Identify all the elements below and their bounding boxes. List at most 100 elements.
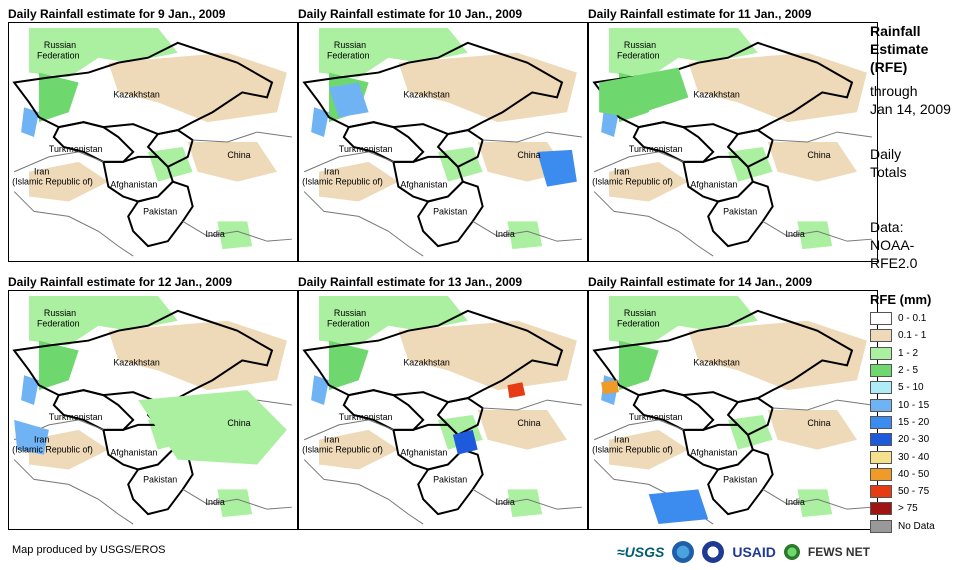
label-pakistan: Pakistan [723,206,757,216]
label-iran: Iran [614,167,629,177]
label-afghanistan: Afghanistan [400,448,447,458]
legend-title: RFE (mm) [870,292,932,307]
legend-label: 50 - 75 [898,486,930,498]
map-credit: Map produced by USGS/EROS [12,544,166,556]
legend-row: 10 - 15 [870,396,965,413]
legend-swatch [870,364,892,378]
label-iran: Iran [614,435,629,445]
legend-row: 1 - 2 [870,345,965,362]
panel-jan-10: Daily Rainfall estimate for 10 Jan., 200… [298,6,588,262]
label-russia-2: Federation [327,51,370,61]
fews-net-logo: FEWS NET [807,545,870,559]
label-india: India [496,497,515,507]
label-iran-2: (Islamic Republic of) [592,177,673,187]
label-kazakhstan: Kazakhstan [693,89,740,99]
label-russia-2: Federation [327,319,370,329]
legend-row: > 75 [870,500,965,517]
panel-title: Daily Rainfall estimate for 12 Jan., 200… [8,275,233,289]
label-kazakhstan: Kazakhstan [403,89,450,99]
label-russia-2: Federation [617,51,660,61]
rainfall-map-jan-11: Russian Federation Kazakhstan Turkmenist… [588,22,878,262]
legend-label: 30 - 40 [898,451,930,463]
legend-row: No Data [870,518,965,535]
legend-row: 40 - 50 [870,466,965,483]
seal-logo-icon [702,541,725,563]
usgs-logo: ≈USGS [617,544,665,560]
label-china: China [517,150,540,160]
label-iran: Iran [34,167,49,177]
label-india: India [496,229,515,239]
sidebar-line-5: Jan 14, 2009 [870,101,951,117]
label-kazakhstan: Kazakhstan [693,357,740,367]
panel-jan-14: Daily Rainfall estimate for 14 Jan., 200… [588,274,878,530]
sidebar-line-10: RFE2.0 [870,255,918,271]
label-iran-2: (Islamic Republic of) [592,445,673,455]
label-iran: Iran [34,435,49,445]
label-iran-2: (Islamic Republic of) [302,177,383,187]
panel-title: Daily Rainfall estimate for 9 Jan., 2009 [8,7,226,21]
noaa-logo-icon [672,541,695,563]
rainfall-map-jan-9: Russian Federation Kazakhstan Turkmenist… [8,22,298,262]
label-pakistan: Pakistan [143,206,177,216]
label-pakistan: Pakistan [723,474,757,484]
label-china: China [517,418,540,428]
label-india: India [206,497,225,507]
legend-swatch [870,312,892,326]
label-russia-2: Federation [617,319,660,329]
legend-swatch [870,485,892,499]
label-iran: Iran [324,435,339,445]
legend-swatch [870,502,892,516]
rainfall-map-jan-14: Russian Federation Kazakhstan Turkmenist… [588,290,878,530]
legend-rows: 0 - 0.1 0.1 - 1 1 - 2 2 - 5 5 - 10 10 - 15 15 … [870,310,965,535]
sidebar-line-6: Daily [870,146,902,162]
label-pakistan: Pakistan [433,206,467,216]
sidebar-data-source: Data: NOAA- RFE2.0 [870,218,917,272]
label-russia: Russian [44,40,76,50]
legend-swatch [870,398,892,412]
label-kazakhstan: Kazakhstan [113,89,160,99]
rainfall-map-jan-13: Russian Federation Kazakhstan Turkmenist… [298,290,588,530]
label-kazakhstan: Kazakhstan [403,357,450,367]
legend-label: 20 - 30 [898,434,930,446]
label-india: India [206,229,225,239]
legend-label: 0.1 - 1 [898,330,927,342]
sidebar-daily: Daily Totals [870,145,907,181]
label-china: China [227,418,250,428]
legend-swatch [870,450,892,464]
legend-label: > 75 [898,503,918,515]
label-china: China [227,150,250,160]
sidebar-line-4: through [870,83,918,99]
rainfall-map-jan-12: Russian Federation Kazakhstan Turkmenist… [8,290,298,530]
label-india: India [786,497,805,507]
legend-label: 15 - 20 [898,416,930,428]
label-russia: Russian [44,308,76,318]
sidebar-line-8: Data: [870,219,904,235]
sidebar-line-2: Estimate [870,41,929,57]
label-pakistan: Pakistan [433,474,467,484]
label-afghanistan: Afghanistan [110,448,157,458]
legend-swatch [870,467,892,481]
legend-row: 50 - 75 [870,483,965,500]
label-iran: Iran [324,167,339,177]
label-india: India [786,229,805,239]
legend-row: 0 - 0.1 [870,310,965,327]
label-russia: Russian [624,308,656,318]
label-afghanistan: Afghanistan [690,180,737,190]
label-afghanistan: Afghanistan [400,180,447,190]
sidebar-line-7: Totals [870,164,907,180]
label-russia: Russian [334,40,366,50]
legend-row: 2 - 5 [870,362,965,379]
sidebar-line-9: NOAA- [870,237,915,253]
sidebar-title: Rainfall Estimate (RFE) [870,22,928,76]
legend-swatch [870,381,892,395]
label-russia: Russian [624,40,656,50]
legend-label: 1 - 2 [898,347,919,359]
legend-label: 5 - 10 [898,382,924,394]
legend-row: 5 - 10 [870,379,965,396]
usaid-logo: USAID [732,544,776,560]
legend-label: 2 - 5 [898,365,919,377]
legend-swatch [870,346,892,360]
legend-label: 0 - 0.1 [898,313,927,325]
label-pakistan: Pakistan [143,474,177,484]
label-iran-2: (Islamic Republic of) [12,445,93,455]
